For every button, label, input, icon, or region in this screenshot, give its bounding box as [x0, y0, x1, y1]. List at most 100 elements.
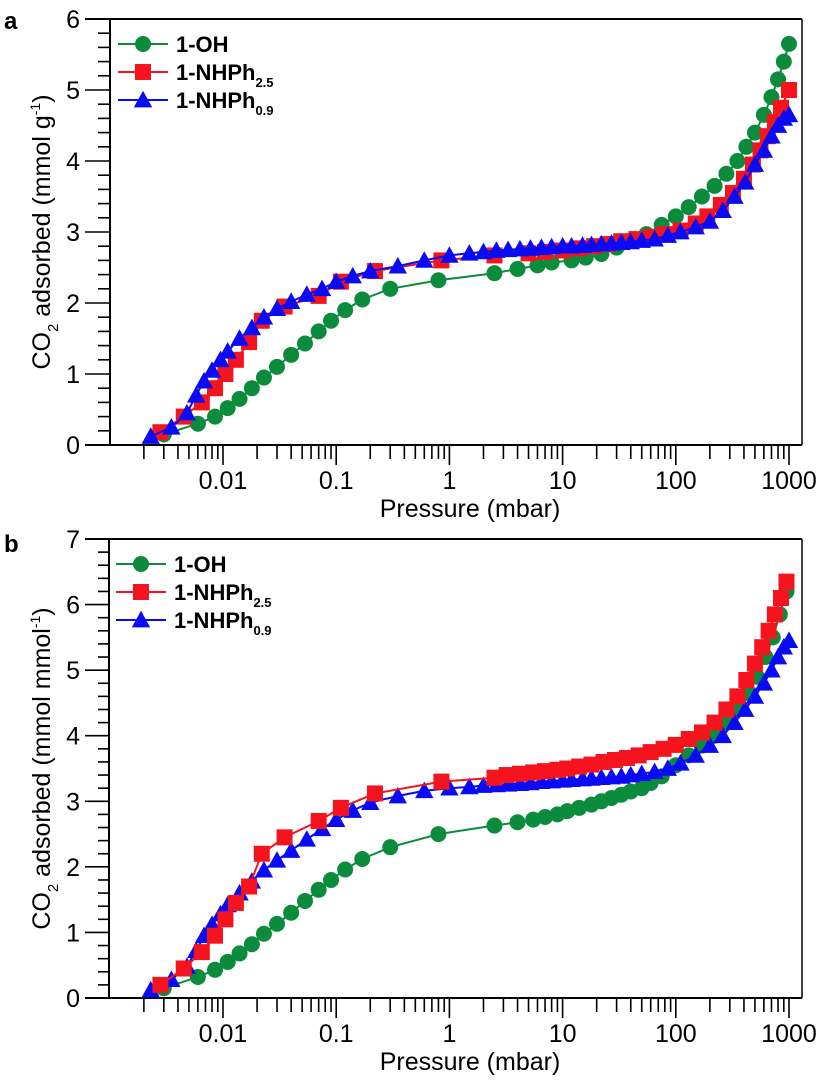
data-point: [217, 911, 234, 928]
data-point: [323, 312, 340, 329]
data-point: [242, 318, 262, 336]
data-point: [632, 764, 651, 782]
data-point: [671, 222, 690, 240]
y-tick-label: 6: [66, 6, 80, 34]
legend-entry: 1-OH: [118, 32, 229, 57]
data-point: [509, 260, 526, 277]
data-point: [713, 726, 732, 744]
legend-label-subscript: 2.5: [255, 75, 273, 90]
data-point: [486, 265, 503, 282]
data-point: [571, 758, 588, 775]
data-point: [440, 246, 459, 263]
y-tick-label: 0: [66, 432, 80, 460]
legend-marker: [135, 64, 151, 80]
data-point: [388, 256, 407, 274]
data-point: [388, 786, 407, 804]
data-point: [655, 740, 672, 757]
data-point: [433, 773, 450, 790]
data-point: [281, 841, 301, 858]
data-point: [230, 329, 249, 346]
data-point: [706, 177, 723, 194]
data-point: [211, 350, 230, 368]
data-point: [430, 272, 447, 289]
legend-label-main: 1-NHPh: [176, 88, 255, 113]
data-point: [667, 736, 684, 753]
data-point: [152, 976, 169, 993]
data-point: [529, 257, 546, 274]
data-point: [632, 231, 651, 248]
data-point: [735, 700, 755, 717]
data-point: [231, 945, 248, 962]
legend-entry: 1-OH: [116, 552, 227, 577]
data-point: [217, 366, 234, 382]
series-line: [150, 639, 790, 991]
x-axis-title: Pressure (mbar): [380, 1048, 561, 1076]
data-point: [754, 674, 774, 691]
data-point: [312, 279, 332, 297]
data-point: [354, 291, 371, 308]
data-point: [486, 817, 503, 834]
data-point: [686, 217, 705, 235]
x-tick-label: 100: [655, 1020, 697, 1048]
data-point: [725, 713, 744, 730]
data-point: [323, 871, 340, 888]
data-point: [283, 346, 300, 363]
data-point: [337, 302, 354, 319]
y-title-main: CO: [28, 892, 56, 930]
data-point: [725, 187, 744, 204]
data-point: [779, 631, 799, 648]
data-point: [775, 53, 792, 70]
data-point: [745, 687, 765, 704]
data-point: [310, 323, 327, 340]
data-point: [693, 724, 710, 741]
x-tick-label: 0.1: [319, 467, 354, 495]
data-point: [537, 809, 554, 826]
data-point: [773, 590, 790, 607]
data-point: [642, 744, 659, 761]
y-tick-label: 3: [66, 788, 80, 816]
data-point: [207, 408, 224, 425]
legend-marker: [133, 90, 153, 108]
data-point: [243, 936, 260, 953]
data-point: [241, 878, 258, 895]
data-point: [269, 915, 286, 932]
data-point: [680, 199, 697, 216]
legend-marker: [131, 610, 151, 628]
data-point: [474, 242, 493, 260]
data-point: [227, 894, 244, 911]
data-point: [243, 380, 260, 397]
legend-marker: [135, 36, 151, 52]
data-point: [162, 418, 181, 435]
legend-marker: [133, 584, 149, 600]
y-tick-label: 5: [66, 657, 80, 685]
series-line: [159, 581, 788, 986]
x-tick-label: 10: [549, 467, 577, 495]
data-point: [729, 153, 746, 169]
legend-label-main: 1-OH: [176, 32, 229, 57]
legend-marker: [133, 556, 149, 572]
data-point: [754, 141, 774, 158]
legend-entry: 1-NHPh2.5: [118, 60, 274, 90]
data-point: [218, 342, 237, 359]
data-point: [415, 251, 434, 268]
data-point: [778, 573, 795, 590]
panel-b: 0 1 2 3 4 5 6 7 0.01 0.1 1 10 100 1000 Pressure (mbar)…: [4, 526, 817, 1076]
y-tick-label: 6: [66, 592, 80, 620]
data-point: [766, 606, 783, 623]
data-point: [296, 892, 313, 909]
series-1-NHPh2.5: [152, 573, 795, 993]
data-point: [760, 622, 777, 639]
data-point: [207, 380, 224, 397]
data-point: [241, 334, 258, 351]
data-point: [310, 881, 327, 898]
data-point: [332, 799, 349, 816]
data-point: [297, 830, 317, 847]
data-point: [460, 244, 479, 261]
data-point: [202, 361, 222, 378]
data-point: [571, 799, 588, 816]
data-point: [415, 781, 434, 799]
data-point: [630, 747, 647, 764]
data-point: [343, 266, 362, 284]
data-point: [460, 777, 479, 795]
